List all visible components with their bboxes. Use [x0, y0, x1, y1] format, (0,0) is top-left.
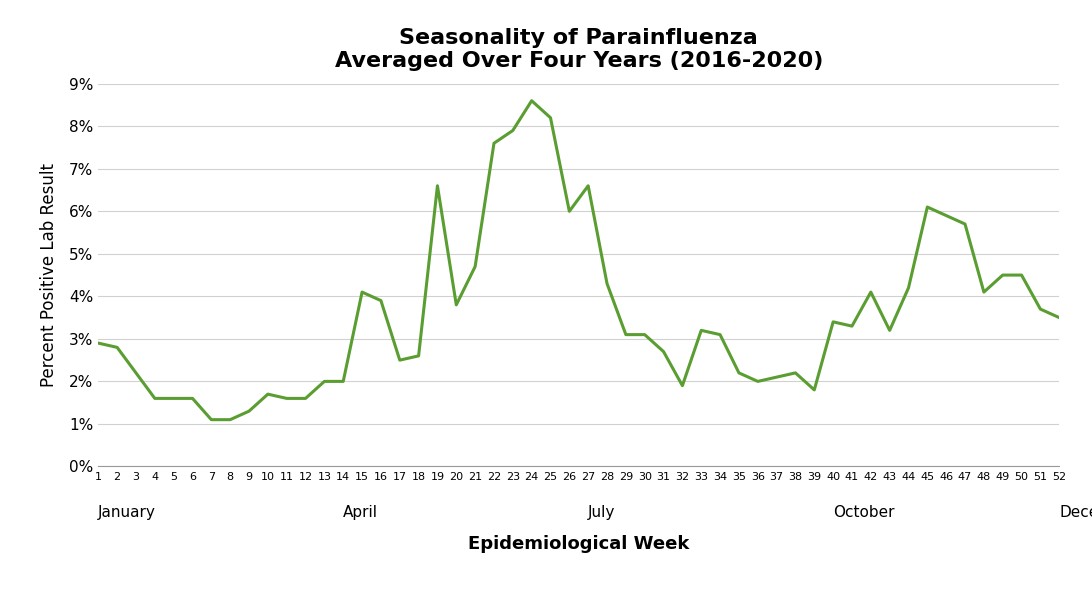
Text: October: October: [833, 505, 894, 520]
Text: July: July: [589, 505, 616, 520]
Text: January: January: [98, 505, 156, 520]
Title: Seasonality of Parainfluenza
Averaged Over Four Years (2016-2020): Seasonality of Parainfluenza Averaged Ov…: [334, 28, 823, 71]
Y-axis label: Percent Positive Lab Result: Percent Positive Lab Result: [40, 163, 58, 387]
Text: December: December: [1059, 505, 1092, 520]
X-axis label: Epidemiological Week: Epidemiological Week: [468, 535, 689, 553]
Text: April: April: [343, 505, 378, 520]
